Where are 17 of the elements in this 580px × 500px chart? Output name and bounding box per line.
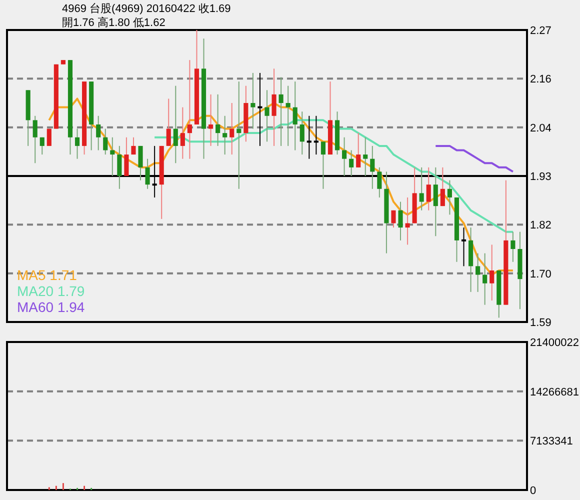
chart-title: 4969 台股(4969) 20160422 收1.69 bbox=[62, 2, 231, 15]
line-series bbox=[434, 144, 514, 173]
y-tick-label: 2.16 bbox=[530, 74, 552, 86]
chart-subtitle: 開1.76 高1.80 低1.62 bbox=[62, 16, 166, 29]
text: MA20 1.79 bbox=[17, 283, 85, 299]
y-tick-label: 1.59 bbox=[530, 317, 552, 329]
text: MA5 1.71 bbox=[17, 267, 78, 283]
y-tick-label: 1.70 bbox=[530, 268, 552, 280]
y-tick-label: 2.04 bbox=[530, 122, 552, 134]
y-tick-label: 7133341 bbox=[530, 436, 573, 448]
text: MA60 1.94 bbox=[17, 299, 85, 315]
y-tick-label: 2.27 bbox=[530, 25, 552, 37]
y-tick-label: 21400022 bbox=[530, 337, 579, 349]
y-tick-label: 0 bbox=[530, 485, 536, 497]
y-tick-label: 14266681 bbox=[530, 386, 579, 398]
y-tick-label: 1.82 bbox=[530, 220, 552, 232]
y-tick-label: 1.93 bbox=[530, 171, 552, 183]
